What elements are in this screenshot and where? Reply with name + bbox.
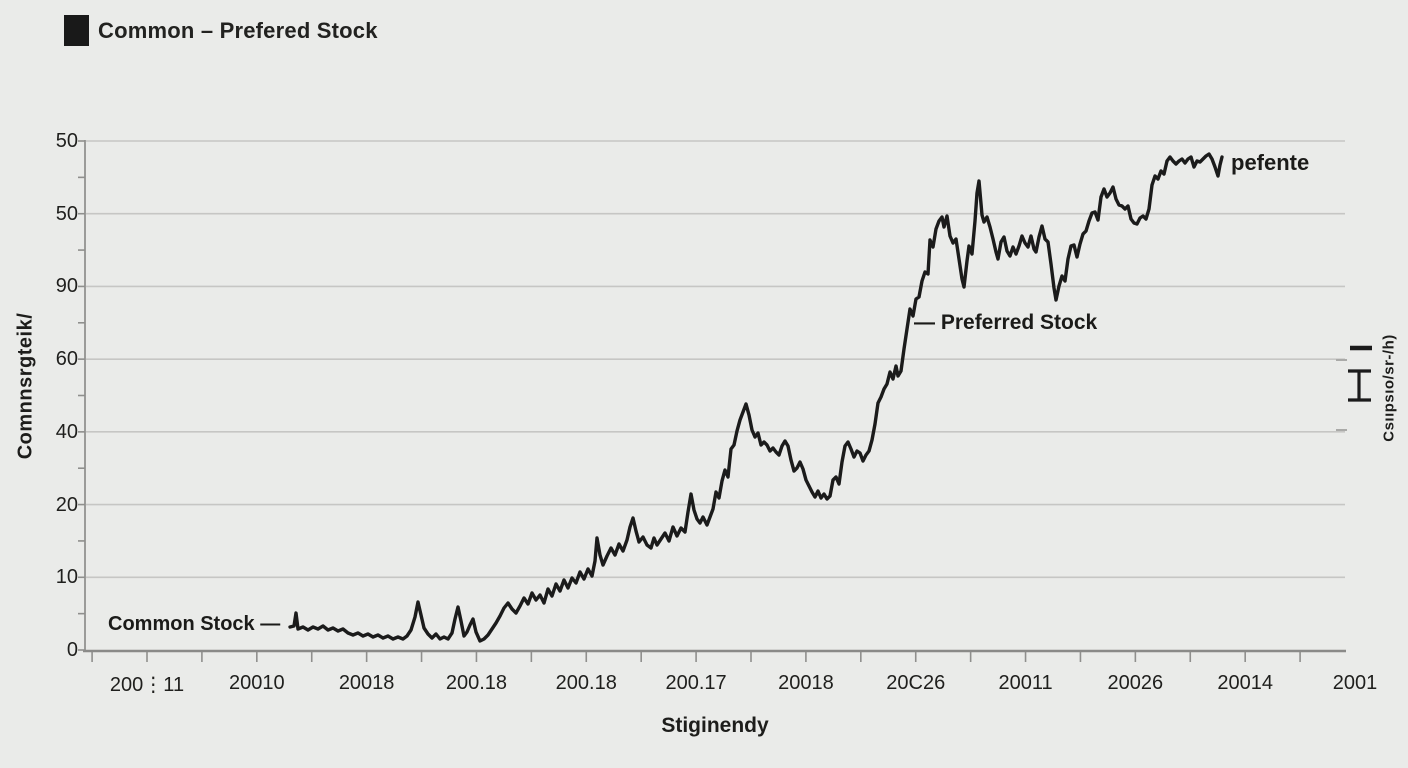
x-tick-label: 20026 xyxy=(1107,672,1164,694)
y-tick-label: 90 xyxy=(55,275,78,298)
common-stock-annotation: Common Stock — xyxy=(108,613,281,635)
x-tick-label: 20011 xyxy=(998,672,1053,694)
x-tick-label: 200.18 xyxy=(555,672,617,694)
x-tick-label: 20018 xyxy=(338,672,395,694)
chart-title: Common – Prefered Stock xyxy=(98,17,378,43)
x-tick-label: 2001 xyxy=(1332,672,1378,694)
x-tick-label: 20014 xyxy=(1217,672,1273,694)
pefente-annotation: pefente xyxy=(1231,150,1310,175)
y-axis-title-right: Csııpsıo/sr-/h) xyxy=(1380,334,1398,442)
y-tick-label: 60 xyxy=(55,348,78,371)
y-tick-label: 0 xyxy=(66,639,78,661)
y-tick-label: 50 xyxy=(55,130,78,152)
y-tick-label: 50 xyxy=(55,202,78,225)
x-tick-label: 200.17 xyxy=(665,672,727,694)
x-tick-label: 20018 xyxy=(778,672,834,694)
x-tick-label: 200⋮11 xyxy=(109,674,185,696)
x-axis-title: Stiginendy xyxy=(661,714,769,737)
y-tick-label: 10 xyxy=(55,566,78,589)
x-tick-label: 20C26 xyxy=(886,672,946,694)
preferred-stock-annotation: — Preferred Stock xyxy=(914,311,1098,334)
legend-swatch-icon xyxy=(64,15,89,46)
x-tick-label: 20010 xyxy=(229,672,285,694)
y-axis-title-left: Comnnsrgteik/ xyxy=(14,312,37,460)
y-tick-label: 40 xyxy=(55,420,78,443)
x-tick-label: 200.18 xyxy=(445,672,508,694)
stock-price-line xyxy=(288,152,1224,643)
chart-legend-title: Common – Prefered Stock xyxy=(64,15,378,46)
y-tick-label: 20 xyxy=(55,493,78,516)
